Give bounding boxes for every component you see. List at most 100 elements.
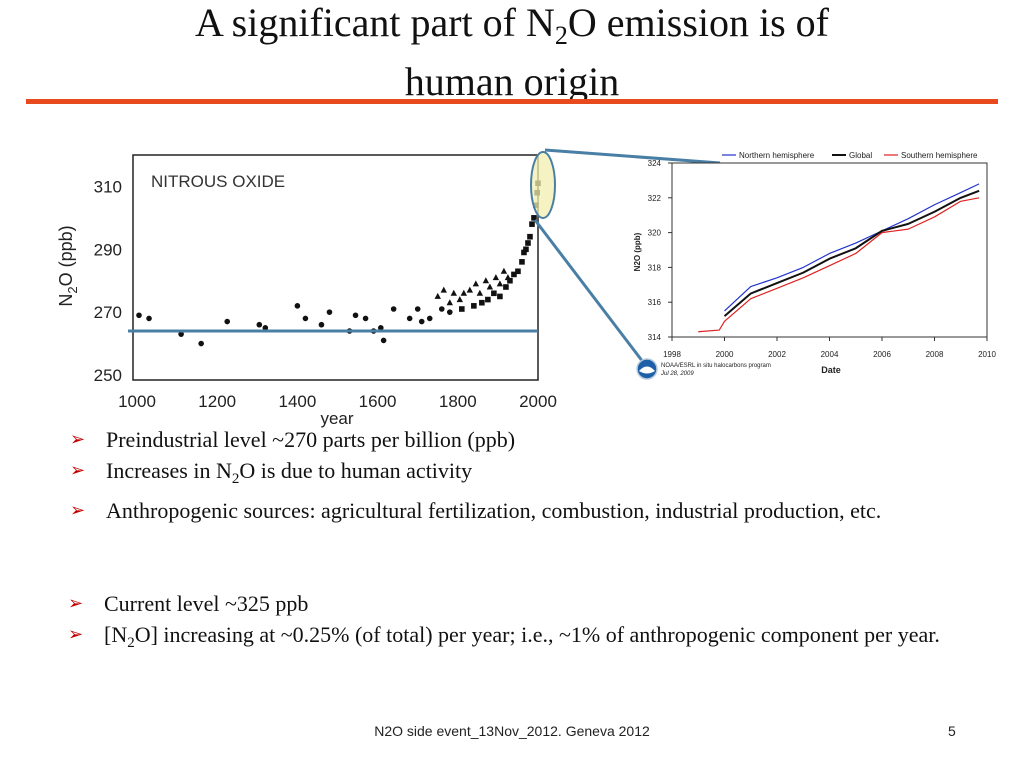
- left-point-0-0: [136, 312, 142, 319]
- right-chart-y-ticks: 314 316 318 320 322 324: [648, 159, 672, 342]
- left-point-1-12: [496, 280, 504, 287]
- left-point-0-6: [262, 325, 269, 331]
- left-point-2-5: [497, 293, 503, 300]
- right-chart-x-ticks: 1998 2000 2002 2004 2006 2008 2010: [663, 337, 996, 359]
- left-x-tick-label-1: 1200: [198, 392, 236, 411]
- left-point-1-2: [446, 299, 453, 306]
- right-series-line-1: [723, 189, 980, 317]
- left-x-tick-label-0: 1000: [118, 392, 156, 411]
- left-chart-title: NITROUS OXIDE: [151, 172, 285, 191]
- right-x-tick-label-1: 2000: [716, 350, 734, 359]
- left-point-0-13: [362, 315, 369, 322]
- left-point-2-13: [525, 240, 531, 246]
- right-x-tick-label-4: 2006: [873, 350, 891, 359]
- noaa-credit-line-1: NOAA/ESRL in situ halocarbons program: [661, 363, 771, 369]
- slide-footer: N2O side event_13Nov_2012. Geneva 2012: [374, 723, 650, 739]
- left-point-1-4: [456, 296, 464, 303]
- right-x-tick-label-6: 2010: [978, 350, 996, 359]
- bullet-text: Preindustrial level ~270 parts per billi…: [106, 427, 516, 452]
- left-point-1-11: [492, 274, 500, 281]
- slide-title: A significant part of N2O emission is of…: [0, 0, 1024, 105]
- right-y-tick-label-3: 320: [648, 229, 662, 238]
- title-line-1: A significant part of N2O emission is of: [0, 0, 1024, 59]
- left-point-1-5: [460, 289, 468, 296]
- left-point-2-3: [485, 296, 491, 303]
- bullet-arrow-icon: ➢: [70, 500, 86, 521]
- left-point-0-21: [426, 315, 433, 322]
- right-y-tick-label-1: 316: [648, 298, 662, 307]
- bullet-list-bottom: ➢ Current level ~325 ppb ➢ [N2O] increasin…: [58, 588, 958, 659]
- left-y-tick-label-1: 270: [94, 303, 122, 322]
- right-y-tick-label-5: 324: [648, 159, 662, 168]
- left-point-0-19: [414, 306, 421, 312]
- left-x-tick-label-4: 1800: [439, 392, 477, 411]
- left-x-tick-label-5: 2000: [519, 392, 557, 411]
- left-point-1-9: [482, 277, 490, 284]
- left-point-1-7: [472, 280, 480, 287]
- left-point-2-7: [507, 277, 513, 284]
- left-point-0-17: [390, 306, 397, 312]
- left-chart-ylabel: N2O (ppb): [56, 225, 80, 306]
- legend-label-2: Southern hemisphere: [901, 151, 978, 160]
- right-y-tick-label-4: 322: [648, 194, 662, 203]
- left-point-0-22: [438, 306, 445, 312]
- left-point-2-4: [491, 290, 497, 297]
- bullet-preindustrial: ➢ Preindustrial level ~270 parts per bill…: [60, 424, 980, 455]
- left-point-0-5: [256, 321, 263, 328]
- bullet-text: Anthropogenic sources: agricultural fert…: [106, 498, 882, 523]
- right-chart-ylabel: N2O (ppb): [633, 232, 642, 271]
- noaa-credit-line-2: Jul 28, 2009: [660, 371, 694, 377]
- legend-label-1: Global: [849, 151, 872, 160]
- bullet-arrow-icon: ➢: [68, 593, 84, 614]
- bullet-text-post: O] increasing at ~0.25% (of total) per y…: [134, 622, 940, 647]
- left-y-tick-label-2: 290: [94, 240, 122, 259]
- bullet-text-pre: [N: [104, 622, 128, 647]
- bullet-arrow-icon: ➢: [70, 429, 86, 450]
- bullet-anthropogenic-sources: ➢ Anthropogenic sources: agricultural fer…: [60, 495, 980, 526]
- right-chart-lines: [698, 183, 980, 333]
- figure-area: NITROUS OXIDE year N2O (ppb) 1000 1200 140…: [56, 148, 996, 428]
- left-chart-x-ticks: 1000 1200 1400 1600 1800 2000: [118, 392, 557, 411]
- right-chart-xlabel: Date: [821, 365, 841, 375]
- bullet-list-top: ➢ Preindustrial level ~270 parts per bill…: [60, 424, 980, 526]
- bullet-arrow-icon: ➢: [68, 624, 84, 645]
- bullet-current-level: ➢ Current level ~325 ppb: [58, 588, 958, 619]
- legend-label-0: Northern hemisphere: [739, 151, 815, 160]
- left-chart-xlabel: year: [320, 409, 353, 428]
- left-point-1-0: [434, 292, 441, 299]
- left-point-2-2: [479, 299, 485, 306]
- left-point-2-0: [459, 306, 465, 312]
- right-chart-legend: Northern hemisphere Global Southern hemisp…: [722, 151, 978, 160]
- left-point-0-4: [224, 318, 231, 325]
- right-y-tick-label-0: 314: [648, 333, 662, 342]
- page-number: 5: [948, 723, 956, 739]
- left-point-0-18: [406, 315, 413, 322]
- left-point-0-12: [352, 312, 359, 319]
- left-point-0-20: [418, 318, 425, 325]
- bullet-subscript: 2: [231, 471, 240, 487]
- zoom-connector-top: [544, 148, 721, 165]
- left-point-0-23: [446, 309, 453, 315]
- right-series-line-2: [698, 197, 980, 333]
- right-series-line-0: [724, 183, 980, 312]
- left-point-1-1: [440, 286, 447, 293]
- left-point-0-8: [302, 315, 309, 322]
- left-point-0-3: [198, 340, 204, 347]
- left-point-1-6: [466, 286, 474, 293]
- left-point-0-9: [318, 321, 325, 328]
- left-point-2-11: [521, 249, 527, 256]
- left-point-2-8: [511, 271, 517, 278]
- zoom-connector-bottom: [533, 219, 645, 363]
- right-x-tick-label-3: 2004: [821, 350, 839, 359]
- bullet-text: Current level ~325 ppb: [104, 591, 309, 616]
- bullet-text-pre: Increases in N: [106, 458, 232, 483]
- left-point-0-2: [178, 331, 184, 337]
- left-point-2-12: [523, 246, 529, 253]
- title-text-pre: A significant part of N: [194, 0, 555, 45]
- left-x-tick-label-2: 1400: [278, 392, 316, 411]
- right-x-tick-label-0: 1998: [663, 350, 681, 359]
- left-y-tick-label-0: 250: [94, 366, 122, 385]
- right-chart-frame: [671, 162, 988, 338]
- bullet-arrow-icon: ➢: [70, 460, 86, 481]
- left-y-tick-label-3: 310: [94, 177, 122, 196]
